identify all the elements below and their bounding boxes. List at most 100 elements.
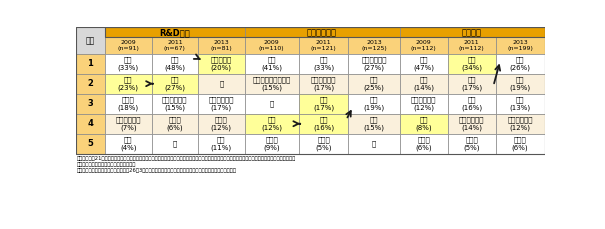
Text: 日本
(27%): 日本 (27%) [165, 77, 185, 91]
Text: ンド、タイ、韓国の順位のみ配載。: ンド、タイ、韓国の順位のみ配載。 [77, 162, 137, 167]
Text: 5: 5 [87, 139, 93, 148]
Bar [105, 54, 152, 74]
Text: 2013
(n=81): 2013 (n=81) [211, 40, 232, 51]
Text: インド
(18%): インド (18%) [118, 97, 139, 111]
Bar [399, 94, 448, 114]
Bar [198, 38, 244, 54]
Bar [299, 94, 348, 114]
Bar [348, 74, 399, 94]
Text: 日本
(17%): 日本 (17%) [461, 77, 482, 91]
Bar [495, 54, 544, 74]
Bar [448, 114, 495, 134]
Bar [105, 38, 152, 54]
Bar [448, 134, 495, 154]
Text: 中国
(47%): 中国 (47%) [413, 57, 434, 71]
Text: インド
(5%): インド (5%) [315, 137, 332, 151]
Bar [152, 54, 198, 74]
Text: シンガポール
(7%): シンガポール (7%) [116, 117, 141, 131]
Bar [399, 38, 448, 54]
Bar [495, 134, 544, 154]
Text: インド
(6%): インド (6%) [166, 117, 183, 131]
Bar [399, 74, 448, 94]
Bar [76, 134, 105, 154]
Bar [299, 114, 348, 134]
Text: 日本
(23%): 日本 (23%) [118, 77, 139, 91]
Text: シンガポール
(14%): シンガポール (14%) [459, 117, 485, 131]
Bar [299, 134, 348, 154]
Bar [495, 94, 544, 114]
Bar [495, 38, 544, 54]
Bar [399, 27, 544, 38]
Text: 中国
(41%): 中国 (41%) [261, 57, 282, 71]
Text: －: － [372, 140, 376, 147]
Bar [244, 54, 299, 74]
Bar [348, 54, 399, 74]
Bar [348, 114, 399, 134]
Text: インド
(12%): インド (12%) [211, 117, 232, 131]
Bar [152, 38, 198, 54]
Bar [399, 54, 448, 74]
Bar [244, 27, 399, 38]
Text: 香港
(11%): 香港 (11%) [211, 137, 232, 151]
Bar [399, 134, 448, 154]
Bar [76, 27, 544, 154]
Text: 2013
(n=125): 2013 (n=125) [361, 40, 387, 51]
Text: 香港
(17%): 香港 (17%) [313, 97, 334, 111]
Bar [348, 134, 399, 154]
Text: －: － [270, 100, 274, 107]
Text: 中国
(15%): 中国 (15%) [364, 117, 385, 131]
Bar [299, 54, 348, 74]
Bar [244, 38, 299, 54]
Text: 年度: 年度 [86, 36, 95, 45]
Bar [76, 94, 105, 114]
Text: 中国
(48%): 中国 (48%) [165, 57, 185, 71]
Bar [76, 74, 105, 94]
Text: インド
(6%): インド (6%) [512, 137, 528, 151]
Bar [198, 54, 244, 74]
Bar [152, 134, 198, 154]
Bar [244, 114, 299, 134]
Bar [105, 74, 152, 94]
Text: 2009
(n=112): 2009 (n=112) [411, 40, 436, 51]
Text: シンガポール
(12%): シンガポール (12%) [411, 97, 436, 111]
Text: 香港
(16%): 香港 (16%) [461, 97, 482, 111]
Bar [76, 114, 105, 134]
Bar [244, 134, 299, 154]
Text: 中国
(33%): 中国 (33%) [313, 57, 334, 71]
Text: 中国
(34%): 中国 (34%) [461, 57, 482, 71]
Text: 日本、中国
(20%): 日本、中国 (20%) [211, 57, 232, 71]
Bar [448, 54, 495, 74]
Bar [76, 27, 105, 54]
Bar [448, 74, 495, 94]
Text: 2: 2 [87, 79, 93, 88]
Text: インド
(5%): インド (5%) [463, 137, 480, 151]
Bar [299, 74, 348, 94]
Bar [105, 114, 152, 134]
Text: 1: 1 [87, 59, 93, 68]
Bar [198, 74, 244, 94]
Bar [448, 38, 495, 54]
Text: 中国
(19%): 中国 (19%) [509, 77, 531, 91]
Bar [348, 94, 399, 114]
Bar [105, 27, 544, 38]
Bar [105, 27, 244, 38]
Text: 香港
(25%): 香港 (25%) [364, 77, 384, 91]
Text: シンガポール・香港
(15%): シンガポール・香港 (15%) [252, 77, 291, 91]
Text: シンガポール
(27%): シンガポール (27%) [361, 57, 387, 71]
Text: 資料：アクセンチュア株式会社「平成26年3月欧米アジアの外国企業の対日投資関心度調査報告書」から作成。: 資料：アクセンチュア株式会社「平成26年3月欧米アジアの外国企業の対日投資関心度… [77, 168, 237, 173]
Text: 韓国
(4%): 韓国 (4%) [120, 137, 137, 151]
Bar [198, 114, 244, 134]
Text: 2013
(n=199): 2013 (n=199) [507, 40, 533, 51]
Bar [244, 74, 299, 94]
Text: 日本
(12%): 日本 (12%) [261, 117, 282, 131]
Bar [348, 38, 399, 54]
Text: 2009
(n=91): 2009 (n=91) [117, 40, 139, 51]
Text: 地域統括拠点: 地域統括拠点 [307, 28, 337, 37]
Text: 2011
(n=112): 2011 (n=112) [459, 40, 485, 51]
Bar [399, 114, 448, 134]
Text: －: － [172, 140, 177, 147]
Text: 備考：アジア21か国・地域から投資先として最も魅力的な国・地域を一つ選択。アジア企業の自国・地域票は除き、日本、中国、シンガポール、香港、イ: 備考：アジア21か国・地域から投資先として最も魅力的な国・地域を一つ選択。アジア… [77, 156, 296, 161]
Text: シンガポール
(17%): シンガポール (17%) [311, 77, 336, 91]
Text: 日本
(26%): 日本 (26%) [509, 57, 531, 71]
Bar [495, 114, 544, 134]
